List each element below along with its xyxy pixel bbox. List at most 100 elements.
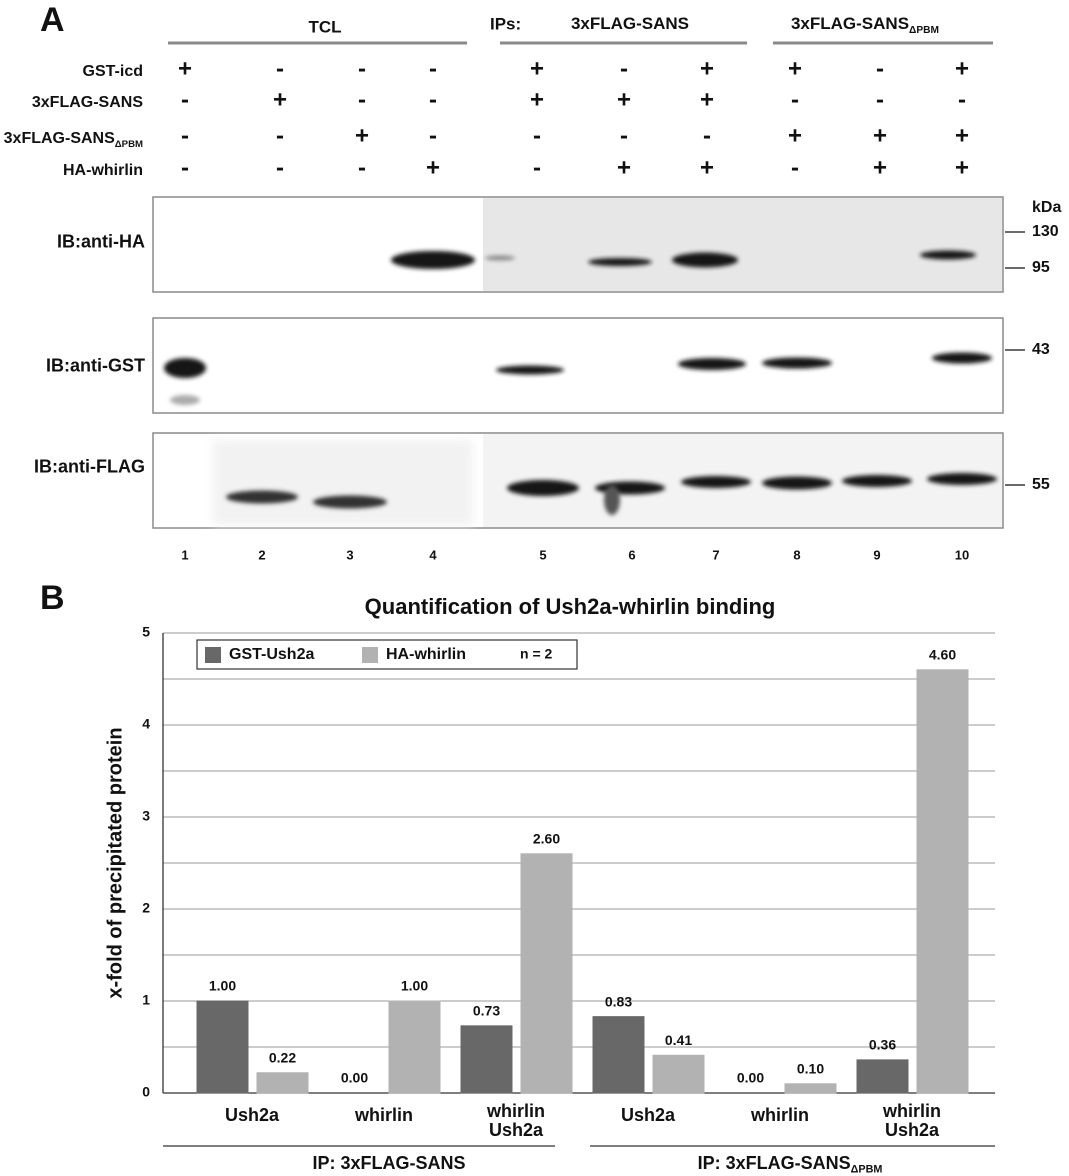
sign: + [530,55,544,82]
lane-number: 2 [258,547,265,562]
band [485,256,515,261]
value-label: 0.73 [473,1003,500,1019]
band [604,485,620,515]
group-label-sub: ΔPBM [851,1163,883,1175]
sign: + [788,55,802,82]
sign: + [788,122,802,149]
bar [917,670,968,1093]
bar [653,1055,704,1093]
sign: + [873,154,887,181]
kda-marker: 95 [1032,259,1050,276]
sign: - [533,122,541,149]
sign: - [791,86,799,113]
x-tick-label: whirlin [354,1105,413,1125]
figure: ATCLIPs:3xFLAG-SANS3xFLAG-SANSΔPBMGST-ic… [0,0,1069,1176]
ip-group-label-sub: ΔPBM [909,25,939,36]
blot-label: IB:anti-FLAG [34,456,145,476]
kda-marker: 55 [1032,476,1050,493]
value-label: 2.60 [533,831,560,847]
sign: + [426,154,440,181]
kda-marker: 43 [1032,341,1050,358]
lane-number: 7 [712,547,719,562]
y-tick-label: 5 [142,624,150,640]
value-label: 0.22 [269,1049,296,1065]
band [920,251,976,260]
band [226,491,298,504]
sign: - [876,55,884,82]
value-label: 0.36 [869,1037,896,1053]
group-label: IP: 3xFLAG-SANSΔPBM [698,1153,883,1176]
bar [857,1060,908,1093]
y-tick-label: 0 [142,1084,150,1100]
sign: - [276,154,284,181]
value-label: 1.00 [401,978,428,994]
bar [593,1017,644,1093]
band [672,253,738,268]
lane-number: 8 [793,547,800,562]
sign: - [181,86,189,113]
bar [257,1073,308,1093]
ip-group-label-main: 3xFLAG-SANS [791,14,909,33]
sign: - [429,122,437,149]
sign: + [700,86,714,113]
blot-label: IB:anti-GST [46,355,145,375]
group-label-main: IP: 3xFLAG-SANS [312,1153,465,1173]
band [927,473,997,485]
sign: + [178,55,192,82]
lane-number: 4 [429,547,437,562]
kda-marker: 130 [1032,223,1059,240]
sign: - [703,122,711,149]
band [313,496,387,509]
legend-swatch [362,647,378,663]
sign: + [700,154,714,181]
ip-group-label: 3xFLAG-SANSΔPBM [791,14,939,35]
band [762,477,832,490]
y-tick-label: 1 [142,992,150,1008]
band [170,395,200,405]
ip-group-label-main: 3xFLAG-SANS [571,14,689,33]
sign: + [700,55,714,82]
band [678,358,746,370]
sign: - [791,154,799,181]
value-label: 4.60 [929,647,956,663]
sign: + [273,86,287,113]
legend-note: n = 2 [520,646,553,662]
sign: - [276,122,284,149]
band [681,476,751,488]
lane-number: 3 [346,547,353,562]
band [164,358,206,378]
row-label: GST-icd [83,63,143,80]
legend-label: GST-Ush2a [229,646,314,663]
sign: + [955,122,969,149]
kda-unit: kDa [1032,199,1061,216]
row-label-main: 3xFLAG-SANS [32,94,143,111]
value-label: 0.10 [797,1061,824,1077]
row-label: 3xFLAG-SANS [32,94,143,111]
sign: + [873,122,887,149]
bar [461,1026,512,1093]
bar [197,1001,248,1093]
ip-group-label: 3xFLAG-SANS [571,14,689,33]
sign: - [620,122,628,149]
sign: - [429,55,437,82]
bar [785,1084,836,1093]
row-label-sub: ΔPBM [115,138,143,149]
bar [521,854,572,1093]
sign: + [955,55,969,82]
sign: - [876,86,884,113]
band [932,353,992,364]
value-label: 0.83 [605,993,632,1009]
row-label-main: HA-whirlin [63,162,143,179]
sign: + [617,154,631,181]
row-label-main: GST-icd [83,63,143,80]
row-label: 3xFLAG-SANSΔPBM [4,130,143,149]
lane-number: 5 [539,547,546,562]
panel-label: B [40,579,65,617]
sign: - [620,55,628,82]
lane-number: 9 [873,547,880,562]
sign: - [181,154,189,181]
y-axis-label: x-fold of precipitated protein [104,727,126,998]
group-label-main: IP: 3xFLAG-SANS [698,1153,851,1173]
